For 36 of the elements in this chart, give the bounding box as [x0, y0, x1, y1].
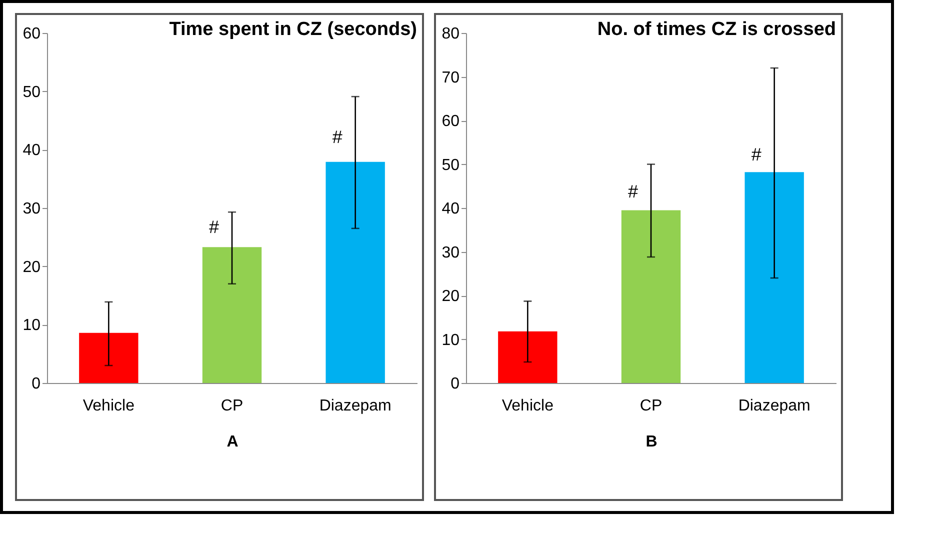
bar [498, 331, 558, 383]
x-tick-label: Diazepam [319, 398, 392, 414]
bar [79, 332, 138, 383]
y-tick-label: 20 [442, 288, 460, 305]
y-tick-label: 0 [32, 376, 41, 392]
x-axis-title: A [226, 434, 239, 450]
x-tick-label: Vehicle [502, 398, 554, 414]
y-tick-label: 80 [442, 26, 460, 42]
x-tick-label: CP [220, 398, 244, 414]
bar [744, 172, 804, 383]
annotation: # [751, 144, 762, 164]
y-tick-label: 20 [22, 258, 41, 276]
chart-title: No. of times CZ is crossed [597, 19, 836, 40]
y-tick-label: 40 [442, 200, 460, 218]
annotation: # [332, 126, 342, 147]
y-tick-label: 30 [442, 244, 460, 262]
annotation: # [208, 217, 220, 238]
bar [202, 247, 262, 383]
x-tick-label: Diazepam [738, 398, 810, 414]
bar [326, 162, 385, 383]
y-tick-label: 60 [22, 26, 41, 42]
y-tick-label: 30 [22, 200, 41, 218]
y-tick-label: 0 [450, 376, 460, 392]
x-tick-label: CP [640, 398, 662, 414]
x-tick-label: Vehicle [82, 398, 135, 414]
y-tick-label: 50 [22, 84, 41, 101]
chart-title: Time spent in CZ (seconds) [169, 19, 417, 40]
y-tick-label: 10 [442, 332, 460, 349]
y-tick-label: 10 [22, 317, 41, 334]
bar [621, 210, 681, 383]
y-tick-label: 40 [22, 142, 41, 160]
x-axis-title: B [646, 434, 658, 450]
y-tick-label: 70 [442, 69, 460, 86]
annotation: # [628, 181, 638, 202]
y-tick-label: 60 [442, 113, 460, 130]
y-tick-label: 50 [442, 156, 460, 174]
